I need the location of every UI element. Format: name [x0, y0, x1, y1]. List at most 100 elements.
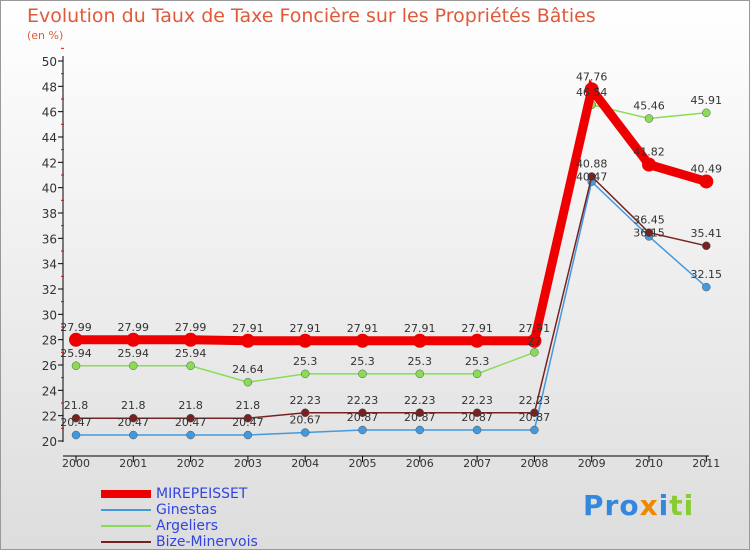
- data-point: [129, 361, 138, 371]
- series-line: [76, 175, 707, 419]
- data-label: 27: [527, 335, 541, 348]
- data-label: 32.15: [691, 268, 723, 281]
- data-label: 22.23: [519, 394, 551, 407]
- data-point: [584, 82, 599, 97]
- y-tick-label: 46: [42, 106, 57, 120]
- data-point: [527, 333, 542, 348]
- data-point: [644, 228, 654, 237]
- data-label: 22.23: [461, 394, 493, 407]
- data-point: [243, 413, 253, 423]
- data-label: 36.15: [633, 227, 665, 240]
- data-label: 20.87: [347, 411, 379, 424]
- data-label: 45.46: [633, 99, 665, 112]
- legend: MIREPEISSET Ginestas Argeliers Bize-Minervo…: [101, 486, 258, 550]
- y-tick-label: 48: [42, 80, 57, 94]
- data-label: 22.23: [289, 394, 321, 407]
- data-point: [243, 377, 253, 387]
- data-label: 21.8: [121, 399, 146, 412]
- data-label: 20.47: [175, 416, 207, 429]
- series-mirepeisset: [69, 78, 714, 348]
- data-label: 27.91: [347, 322, 379, 335]
- data-label: 25.94: [60, 347, 92, 360]
- data-point: [412, 333, 427, 348]
- data-label: 22.23: [347, 394, 379, 407]
- data-labels: 20.47 20.47 20.47 20.47 20.67 20.87 20.87 20.87…: [60, 70, 722, 429]
- y-tick-label: 26: [42, 359, 57, 373]
- data-point: [186, 361, 195, 371]
- data-point: [358, 425, 367, 435]
- data-label: 25.94: [175, 347, 207, 360]
- x-tick-label: 2006: [406, 457, 434, 470]
- data-label: 27.99: [118, 321, 150, 334]
- x-tick-label: 2008: [520, 457, 548, 470]
- data-label: 21.8: [236, 399, 261, 412]
- y-tick-label: 32: [42, 283, 57, 297]
- data-label: 45.91: [691, 94, 723, 107]
- data-point: [186, 430, 195, 440]
- data-point: [358, 408, 367, 418]
- data-label: 27.99: [60, 321, 92, 334]
- legend-swatch: [101, 541, 151, 543]
- legend-swatch: [101, 525, 151, 527]
- data-label: 25.3: [408, 355, 433, 368]
- series-ginestas: [71, 177, 711, 440]
- legend-item: Ginestas: [101, 502, 258, 518]
- data-point: [702, 108, 711, 118]
- data-point: [470, 333, 485, 348]
- data-label: 20.47: [118, 416, 150, 429]
- y-tick-label: 44: [42, 131, 57, 145]
- chart-title: Evolution du Taux de Taxe Foncière sur l…: [27, 5, 596, 27]
- data-point: [415, 408, 425, 418]
- data-label: 27.99: [175, 321, 207, 334]
- data-point: [358, 369, 367, 379]
- x-tick-label: 2009: [578, 457, 606, 470]
- y-tick-label: 42: [42, 156, 57, 170]
- data-label: 25.3: [293, 355, 318, 368]
- data-label: 20.47: [232, 416, 264, 429]
- x-tick-label: 2010: [635, 457, 663, 470]
- data-label: 36.45: [633, 214, 665, 227]
- data-label: 40.88: [576, 158, 608, 171]
- legend-label: MIREPEISSET: [156, 486, 248, 502]
- data-label: 27.91: [519, 322, 551, 335]
- data-label: 46.54: [576, 86, 608, 99]
- data-point: [129, 430, 138, 440]
- legend-item: Argeliers: [101, 518, 258, 534]
- data-label: 47.76: [576, 70, 608, 83]
- y-tick-label: 22: [42, 410, 57, 424]
- legend-label: Ginestas: [156, 502, 217, 518]
- data-point: [71, 413, 81, 423]
- data-point: [472, 425, 482, 435]
- data-point: [240, 333, 255, 348]
- x-tick-label: 2004: [291, 457, 319, 470]
- data-label: 20.87: [519, 411, 551, 424]
- data-label: 25.3: [350, 355, 375, 368]
- data-point: [69, 332, 83, 347]
- data-point: [300, 428, 310, 437]
- data-label: 25.3: [465, 355, 490, 368]
- data-point: [587, 172, 596, 181]
- data-point: [298, 333, 313, 348]
- legend-swatch: [101, 509, 151, 511]
- data-point: [71, 361, 81, 371]
- series-line: [76, 180, 707, 436]
- legend-label: Bize-Minervois: [156, 534, 258, 550]
- data-point: [415, 369, 425, 379]
- data-point: [183, 332, 198, 347]
- data-point: [699, 174, 714, 189]
- data-label: 27.91: [232, 322, 264, 335]
- data-point: [472, 369, 482, 379]
- data-point: [126, 332, 141, 347]
- x-tick-label: 2001: [119, 457, 147, 470]
- data-label: 40.47: [576, 171, 608, 184]
- y-tick-label: 28: [42, 334, 57, 348]
- data-point: [355, 333, 370, 348]
- data-label: 20.67: [289, 414, 321, 427]
- data-point: [300, 369, 310, 379]
- data-point: [186, 413, 195, 423]
- y-tick-label: 38: [42, 207, 57, 221]
- series-line: [76, 78, 708, 346]
- legend-item: MIREPEISSET: [101, 486, 258, 502]
